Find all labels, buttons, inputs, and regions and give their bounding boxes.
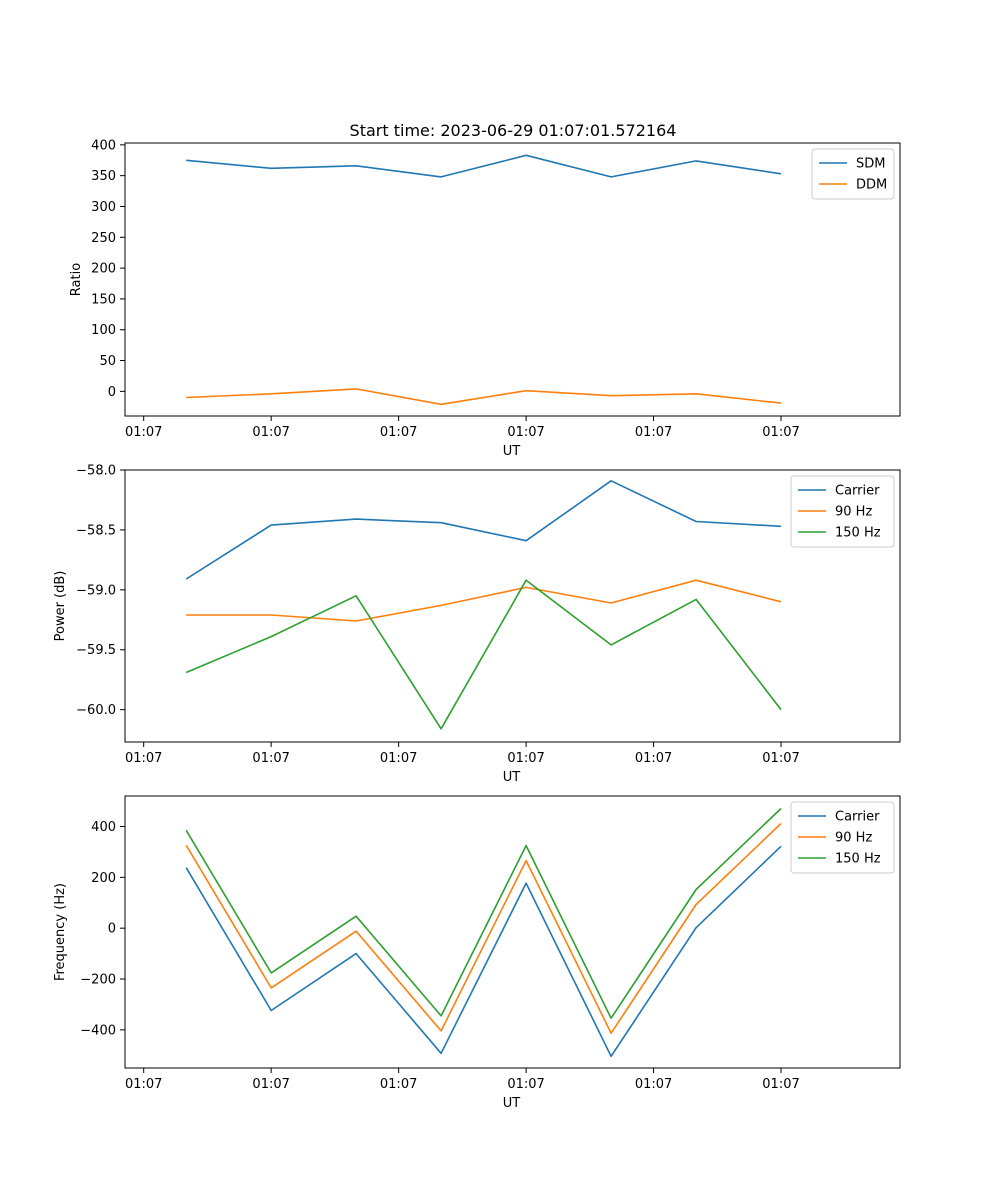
- y-axis-label: Frequency (Hz): [53, 883, 68, 981]
- series-line-90-hz: [186, 579, 782, 622]
- plot-frame: [124, 469, 901, 743]
- series-line-sdm: [186, 154, 782, 178]
- x-tick-label: 01:07: [507, 425, 544, 440]
- x-tick-label: 01:07: [380, 751, 417, 766]
- x-tick-label: 01:07: [380, 425, 417, 440]
- panel-3: 01:07 01:07 01:07 01:07 01:07 01:07 UT 400 200 0 −…: [53, 795, 901, 1111]
- legend-label: Carrier: [835, 484, 880, 499]
- figure-title: Start time: 2023-06-29 01:07:01.572164: [350, 121, 677, 140]
- series-line-90-hz: [185, 822, 782, 1034]
- y-tick-label: −58.5: [76, 523, 116, 538]
- x-tick-label: 01:07: [252, 751, 289, 766]
- y-tick-label: 0: [108, 922, 116, 937]
- x-tick-label: 01:07: [125, 1077, 162, 1092]
- x-tick-label: 01:07: [635, 425, 672, 440]
- y-tick-label: −59.5: [76, 643, 116, 658]
- y-tick-label: 50: [99, 354, 116, 369]
- legend-label: 150 Hz: [835, 852, 881, 867]
- x-tick-label: 01:07: [125, 425, 162, 440]
- x-axis-label: UT: [503, 770, 521, 785]
- y-tick-label: 400: [91, 820, 116, 835]
- y-tick-label: −58.0: [76, 464, 116, 479]
- panel-1: 01:07 01:07 01:07 01:07 01:07 01:07 UT 0 50 100 15…: [69, 138, 901, 459]
- series-line-150-hz: [185, 579, 782, 730]
- series-line-carrier: [185, 479, 782, 580]
- x-axis-label: UT: [503, 444, 521, 459]
- y-tick-label: −60.0: [76, 703, 116, 718]
- x-tick-label: 01:07: [252, 1077, 289, 1092]
- legend: Carrier 90 Hz 150 Hz: [790, 801, 895, 874]
- x-tick-label: 01:07: [635, 1077, 672, 1092]
- x-tick-label: 01:07: [762, 425, 799, 440]
- legend-box: [811, 148, 895, 200]
- legend-label: 150 Hz: [835, 526, 881, 541]
- y-tick-label: 350: [91, 169, 116, 184]
- legend-label: 90 Hz: [835, 505, 872, 520]
- y-tick-label: 100: [91, 323, 116, 338]
- legend: SDM DDM: [811, 148, 895, 200]
- legend-box: [790, 475, 895, 548]
- y-tick-label: 200: [91, 262, 116, 277]
- plot-frame: [124, 795, 901, 1069]
- y-tick-label: 300: [91, 200, 116, 215]
- legend-label: SDM: [856, 157, 885, 172]
- series-line-carrier: [185, 845, 782, 1058]
- plot-frame: [124, 142, 901, 417]
- legend-label: 90 Hz: [835, 831, 872, 846]
- y-axis-label: Ratio: [69, 263, 84, 296]
- legend: Carrier 90 Hz 150 Hz: [790, 475, 895, 548]
- x-tick-label: 01:07: [762, 1077, 799, 1092]
- x-tick-label: 01:07: [125, 751, 162, 766]
- x-tick-label: 01:07: [507, 751, 544, 766]
- y-tick-label: 0: [108, 385, 116, 400]
- y-tick-label: −59.0: [76, 583, 116, 598]
- y-tick-label: 250: [91, 231, 116, 246]
- legend-label: DDM: [856, 178, 887, 193]
- y-tick-label: 150: [91, 292, 116, 307]
- y-axis-label: Power (dB): [53, 571, 68, 642]
- y-tick-label: 200: [91, 871, 116, 886]
- legend-label: Carrier: [835, 810, 880, 825]
- legend-box: [790, 801, 895, 874]
- x-tick-label: 01:07: [762, 751, 799, 766]
- y-tick-label: −400: [80, 1023, 116, 1038]
- series-line-150-hz: [185, 807, 782, 1020]
- x-tick-label: 01:07: [635, 751, 672, 766]
- y-tick-label: 400: [91, 138, 116, 153]
- x-tick-label: 01:07: [507, 1077, 544, 1092]
- panels: 01:07 01:07 01:07 01:07 01:07 01:07 UT 0 50 100 15…: [53, 138, 901, 1111]
- x-axis-label: UT: [503, 1096, 521, 1111]
- panel-2: 01:07 01:07 01:07 01:07 01:07 01:07 UT −58.0 −58…: [53, 464, 901, 785]
- series-line-ddm: [186, 388, 782, 406]
- y-tick-label: −200: [80, 973, 116, 988]
- x-tick-label: 01:07: [380, 1077, 417, 1092]
- x-tick-label: 01:07: [252, 425, 289, 440]
